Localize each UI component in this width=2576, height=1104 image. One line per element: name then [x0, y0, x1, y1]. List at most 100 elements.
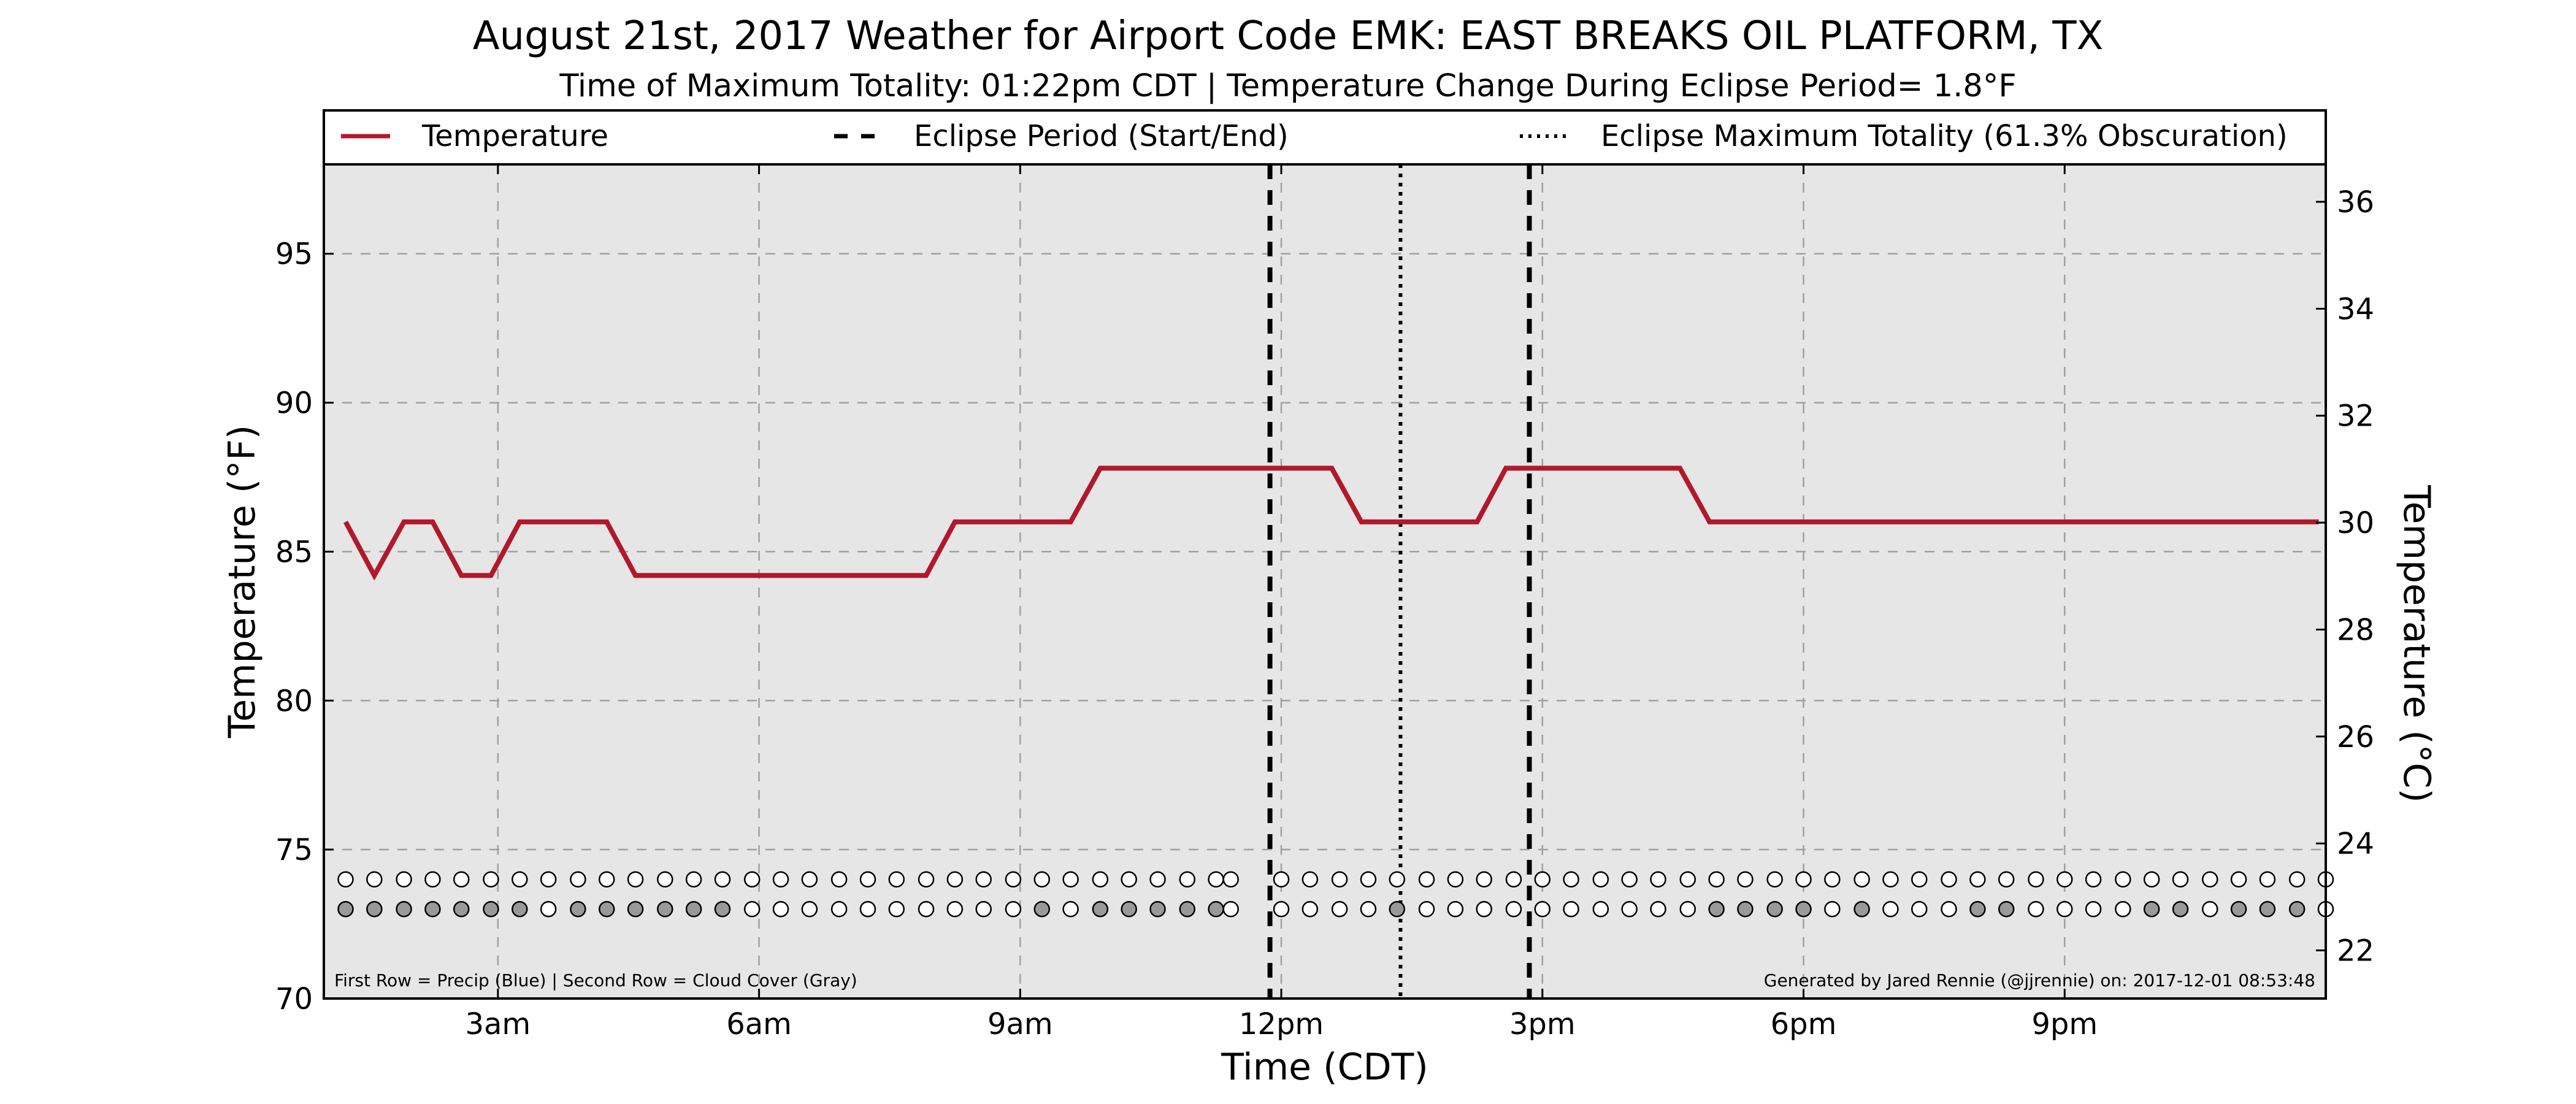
cloud-marker: [1179, 901, 1196, 918]
cloud-marker: [1208, 901, 1224, 918]
cloud-marker: [772, 901, 789, 918]
y-tick-label: 85: [275, 535, 313, 569]
x-tick-label: 9am: [987, 1007, 1053, 1041]
cloud-marker: [2028, 901, 2044, 918]
precip-marker: [888, 871, 905, 887]
precip-marker: [657, 871, 673, 887]
cloud-marker: [1476, 901, 1492, 918]
precip-marker: [1941, 871, 1957, 887]
y-tick-label: 80: [275, 684, 313, 718]
cloud-marker: [1882, 901, 1899, 918]
y-right-tick-label: 26: [2337, 720, 2374, 754]
x-tick-label: 6am: [726, 1007, 792, 1041]
grid-lines: [324, 164, 2326, 999]
precip-marker: [1476, 871, 1492, 887]
precip-marker: [859, 871, 876, 887]
precip-marker: [1679, 871, 1696, 887]
y-axis-label-right: Temperature (°C): [2395, 485, 2438, 803]
cloud-marker: [1273, 901, 1290, 918]
precip-marker: [1911, 871, 1928, 887]
cloud-marker: [1911, 901, 1928, 918]
precip-marker: [946, 871, 964, 887]
cloud-marker: [859, 901, 876, 918]
indicator-rows: [337, 871, 2334, 918]
precip-marker: [1447, 871, 1464, 887]
cloud-marker: [627, 901, 644, 918]
precip-marker: [1389, 871, 1406, 887]
cloud-marker: [685, 901, 702, 918]
cloud-marker: [570, 901, 586, 918]
x-tick-label: 12pm: [1239, 1007, 1324, 1041]
cloud-marker: [1418, 901, 1435, 918]
cloud-marker: [1092, 901, 1109, 918]
cloud-marker: [2259, 901, 2276, 918]
y-right-tick-label: 30: [2337, 506, 2374, 540]
footnote-left: First Row = Precip (Blue) | Second Row =…: [334, 970, 857, 991]
x-tick-label: 9pm: [2031, 1007, 2098, 1041]
legend-box: [323, 109, 2327, 166]
precip-marker: [1062, 871, 1079, 887]
cloud-marker: [396, 901, 412, 918]
cloud-marker: [1795, 901, 1812, 918]
cloud-marker: [337, 901, 354, 918]
precip-marker: [570, 871, 586, 887]
cloud-marker: [1121, 901, 1137, 918]
cloud-marker: [1853, 901, 1870, 918]
precip-marker: [801, 871, 818, 887]
precip-marker: [453, 871, 470, 887]
precip-marker: [1273, 871, 1290, 887]
legend-label-temperature: Temperature: [421, 119, 608, 153]
cloud-marker: [1005, 901, 1022, 918]
precip-marker: [424, 871, 441, 887]
cloud-marker: [918, 901, 935, 918]
precip-marker: [483, 871, 499, 887]
precip-marker: [1360, 871, 1377, 887]
precip-marker: [2115, 871, 2131, 887]
cloud-marker: [830, 901, 848, 918]
footnote-right: Generated by Jared Rennie (@jjrennie) on…: [1764, 970, 2315, 991]
precip-marker: [396, 871, 412, 887]
precip-marker: [975, 871, 992, 887]
cloud-marker: [483, 901, 499, 918]
cloud-marker: [1563, 901, 1579, 918]
cloud-marker: [1621, 901, 1638, 918]
precip-marker: [2028, 871, 2044, 887]
y-tick-label: 70: [275, 982, 313, 1016]
cloud-marker: [1222, 901, 1239, 918]
precip-marker: [1222, 871, 1239, 887]
precip-marker: [1592, 871, 1609, 887]
cloud-marker: [1062, 901, 1079, 918]
cloud-marker: [1737, 901, 1754, 918]
precip-marker: [1998, 871, 2015, 887]
precip-marker: [2057, 871, 2073, 887]
cloud-marker: [1447, 901, 1464, 918]
precip-marker: [743, 871, 761, 887]
precip-marker: [1795, 871, 1812, 887]
precip-marker: [2085, 871, 2102, 887]
legend-label-eclipse-period: Eclipse Period (Start/End): [914, 119, 1289, 153]
x-tick-label: 6pm: [1771, 1007, 1837, 1041]
precip-marker: [1708, 871, 1725, 887]
precip-marker: [1092, 871, 1109, 887]
cloud-marker: [975, 901, 992, 918]
cloud-marker: [2202, 901, 2218, 918]
precip-marker: [540, 871, 557, 887]
cloud-marker: [2230, 901, 2247, 918]
precip-marker: [2230, 871, 2247, 887]
cloud-marker: [540, 901, 557, 918]
cloud-marker: [1360, 901, 1377, 918]
temperature-line: [343, 466, 2319, 581]
cloud-marker: [366, 901, 383, 918]
precip-marker: [2172, 871, 2189, 887]
precip-marker: [1179, 871, 1196, 887]
y-axis-label-left: Temperature (°F): [221, 425, 264, 738]
precip-marker: [1737, 871, 1754, 887]
y-right-tick-label: 24: [2337, 827, 2374, 861]
precip-marker: [366, 871, 383, 887]
cloud-marker: [1969, 901, 1986, 918]
temperature-series: [343, 466, 2319, 581]
precip-marker: [1969, 871, 1986, 887]
cloud-marker: [1679, 901, 1696, 918]
precip-marker: [1418, 871, 1435, 887]
